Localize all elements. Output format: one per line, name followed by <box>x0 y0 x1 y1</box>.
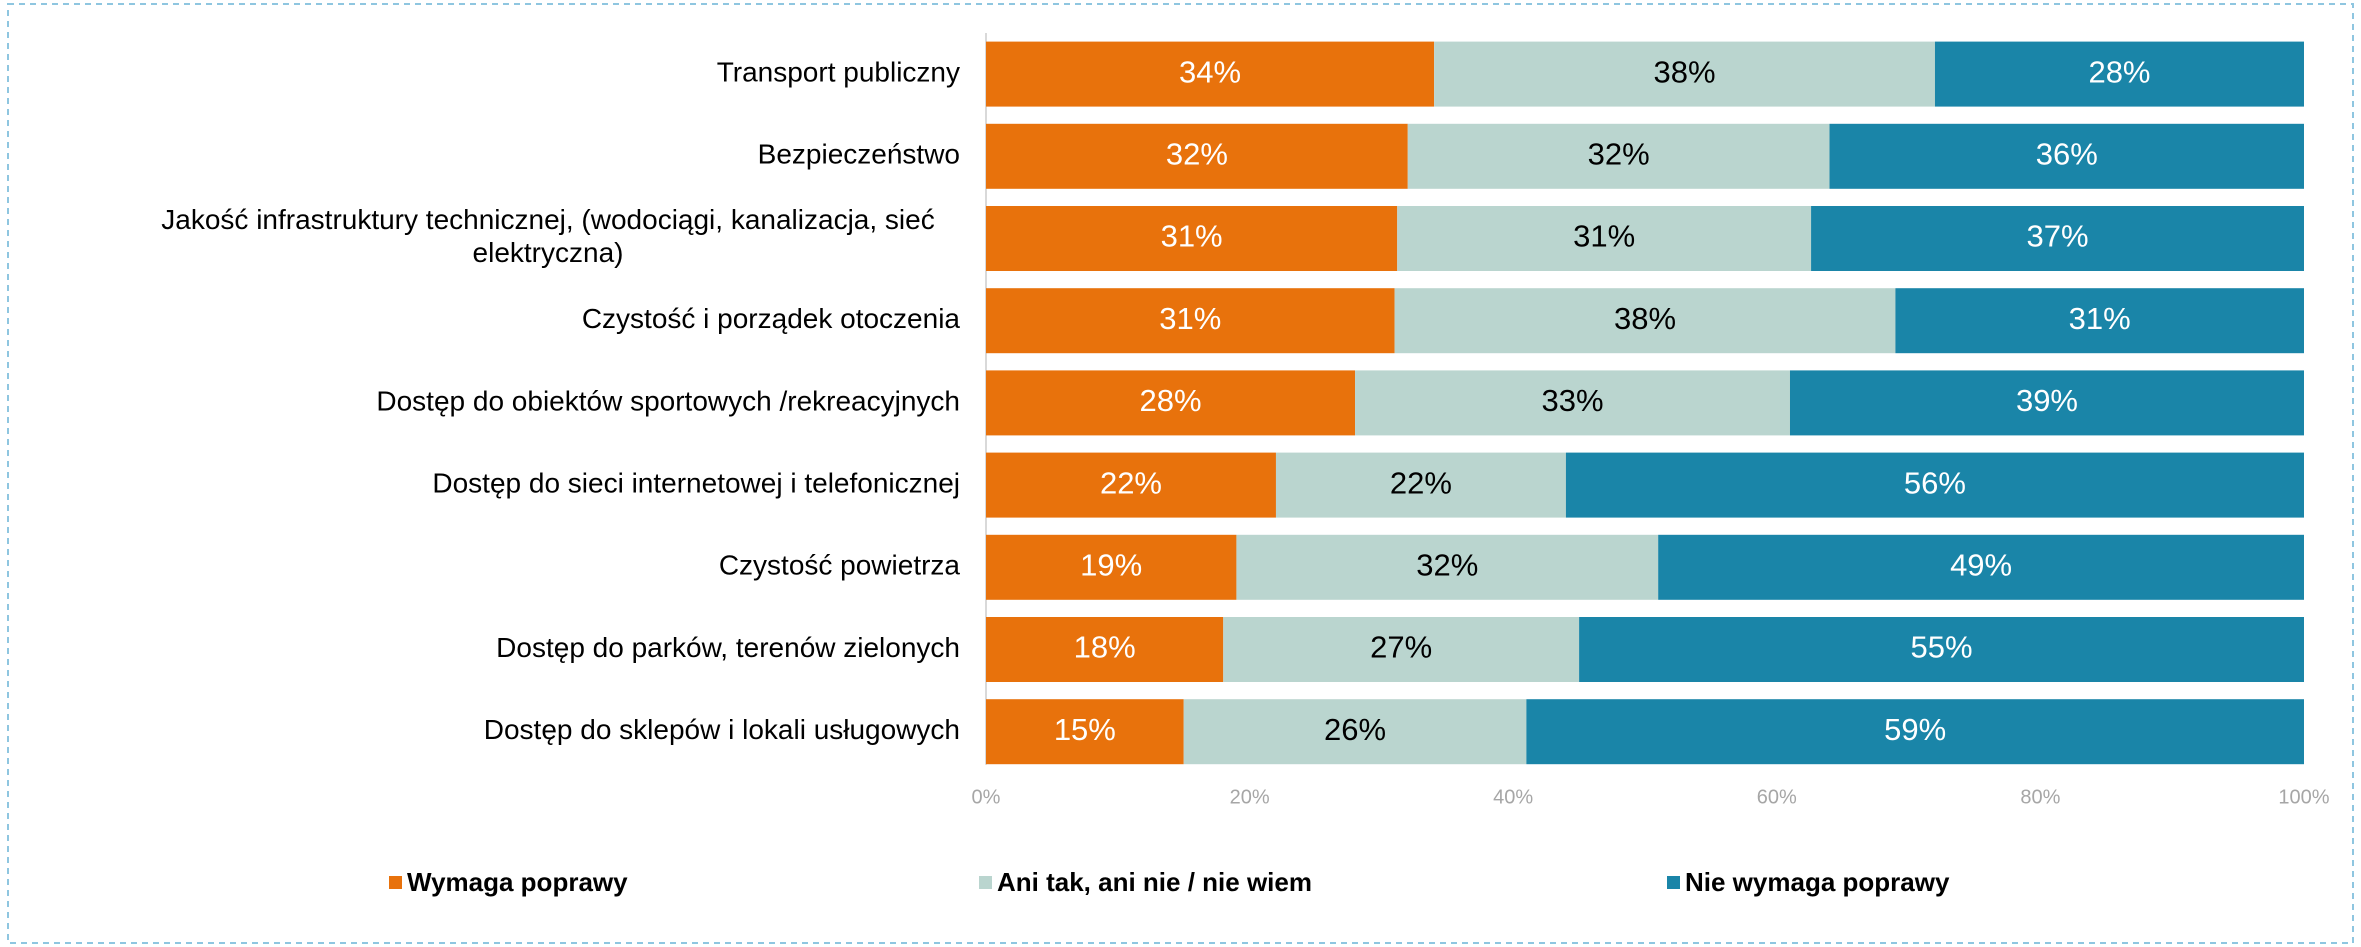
data-label: 36% <box>2036 136 2098 171</box>
bar-segment <box>986 206 1398 271</box>
x-tick-label: 40% <box>1493 786 1533 808</box>
x-tick-label: 80% <box>2020 786 2060 808</box>
bar-segment <box>1829 123 2304 189</box>
data-label: 18% <box>1074 630 1136 665</box>
legend-swatch <box>979 876 992 889</box>
data-label: 31% <box>1159 301 1221 336</box>
data-label: 38% <box>1614 301 1676 336</box>
bar-segment <box>986 370 1356 436</box>
bar-segment <box>1394 288 1896 354</box>
data-label: 28% <box>2088 54 2150 89</box>
bar-segment <box>986 452 1276 518</box>
data-label: 15% <box>1054 712 1116 747</box>
data-label: 49% <box>1950 547 2012 582</box>
category-label: Dostęp do sieci internetowej i telefonic… <box>432 467 960 498</box>
data-label: 32% <box>1166 136 1228 171</box>
data-label: 31% <box>1161 219 1223 254</box>
bar-segment <box>1434 41 1935 107</box>
data-label: 27% <box>1370 630 1432 665</box>
legend-label: Nie wymaga poprawy <box>1685 867 1950 897</box>
bar-segment <box>986 41 1435 107</box>
category-label: Transport publiczny <box>717 56 960 87</box>
x-tick-label: 0% <box>972 786 1001 808</box>
bar-segment <box>1658 534 2304 600</box>
bar-segment <box>1895 288 2304 354</box>
bar-segment <box>986 123 1408 189</box>
bar-segment <box>1355 370 1790 436</box>
bar-segment <box>1407 123 1830 189</box>
x-tick-label: 20% <box>1230 786 1270 808</box>
bar-segment <box>1565 452 2304 518</box>
bar-segment <box>986 617 1224 682</box>
data-label: 22% <box>1100 465 1162 500</box>
category-label: Dostęp do parków, terenów zielonych <box>496 632 960 663</box>
bar-segment <box>1183 699 1527 765</box>
bar-segment <box>1934 41 2304 107</box>
category-label: Dostęp do obiektów sportowych /rekreacyj… <box>376 385 960 416</box>
category-label: Jakość infrastruktury technicznej, (wodo… <box>161 204 934 268</box>
bar-segment <box>1579 617 2304 682</box>
bar-segment <box>986 288 1395 354</box>
data-label: 31% <box>2069 301 2131 336</box>
data-label: 34% <box>1179 54 1241 89</box>
data-label: 33% <box>1541 383 1603 418</box>
data-label: 59% <box>1884 712 1946 747</box>
data-label: 55% <box>1911 630 1973 665</box>
data-label: 56% <box>1904 465 1966 500</box>
data-label: 32% <box>1588 136 1650 171</box>
legend-label: Wymaga poprawy <box>407 867 628 897</box>
bar-segment <box>1397 206 1812 271</box>
data-label: 32% <box>1416 547 1478 582</box>
category-label: Bezpieczeństwo <box>758 139 960 170</box>
data-label: 26% <box>1324 712 1386 747</box>
bar-segment <box>1789 370 2304 436</box>
legend-swatch <box>389 876 402 889</box>
category-label: Dostęp do sklepów i lokali usługowych <box>484 714 960 745</box>
x-tick-label: 60% <box>1757 786 1797 808</box>
legend-swatch <box>1667 876 1680 889</box>
bar-segment <box>1223 617 1580 682</box>
legend-label: Ani tak, ani nie / nie wiem <box>997 867 1312 897</box>
frame <box>7 3 2354 944</box>
bar-segment <box>1236 534 1659 600</box>
data-label: 28% <box>1139 383 1201 418</box>
data-label: 37% <box>2027 219 2089 254</box>
data-label: 31% <box>1573 219 1635 254</box>
data-label: 22% <box>1390 465 1452 500</box>
x-tick-label: 100% <box>2278 786 2329 808</box>
data-label: 39% <box>2016 383 2078 418</box>
category-label: Czystość i porządek otoczenia <box>582 303 961 334</box>
bar-segment <box>1526 699 2304 765</box>
data-label: 19% <box>1080 547 1142 582</box>
category-label: Czystość powietrza <box>719 550 961 581</box>
bar-segment <box>1275 452 1566 518</box>
bar-segment <box>1811 206 2304 271</box>
data-label: 38% <box>1654 54 1716 89</box>
bar-segment <box>986 699 1184 765</box>
bar-segment <box>986 534 1237 600</box>
